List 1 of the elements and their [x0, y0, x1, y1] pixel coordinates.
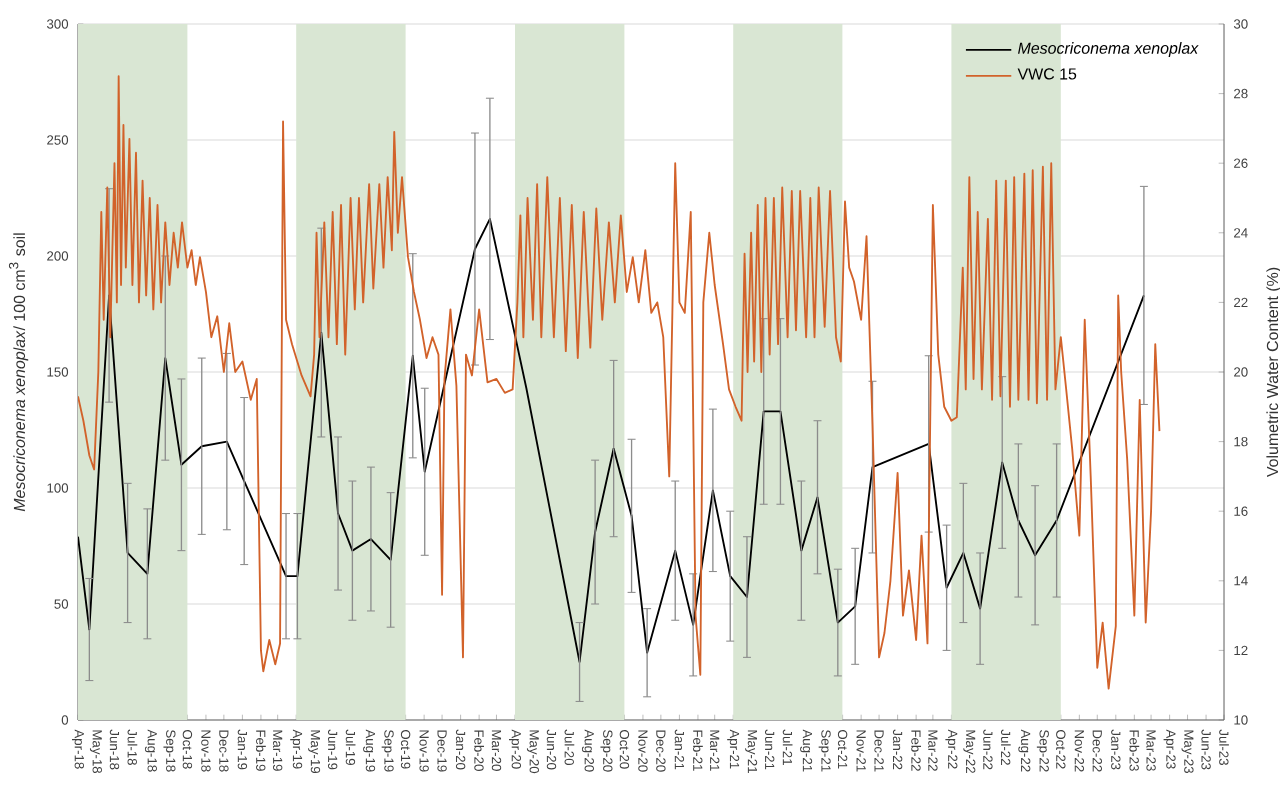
line-series [78, 217, 1145, 663]
